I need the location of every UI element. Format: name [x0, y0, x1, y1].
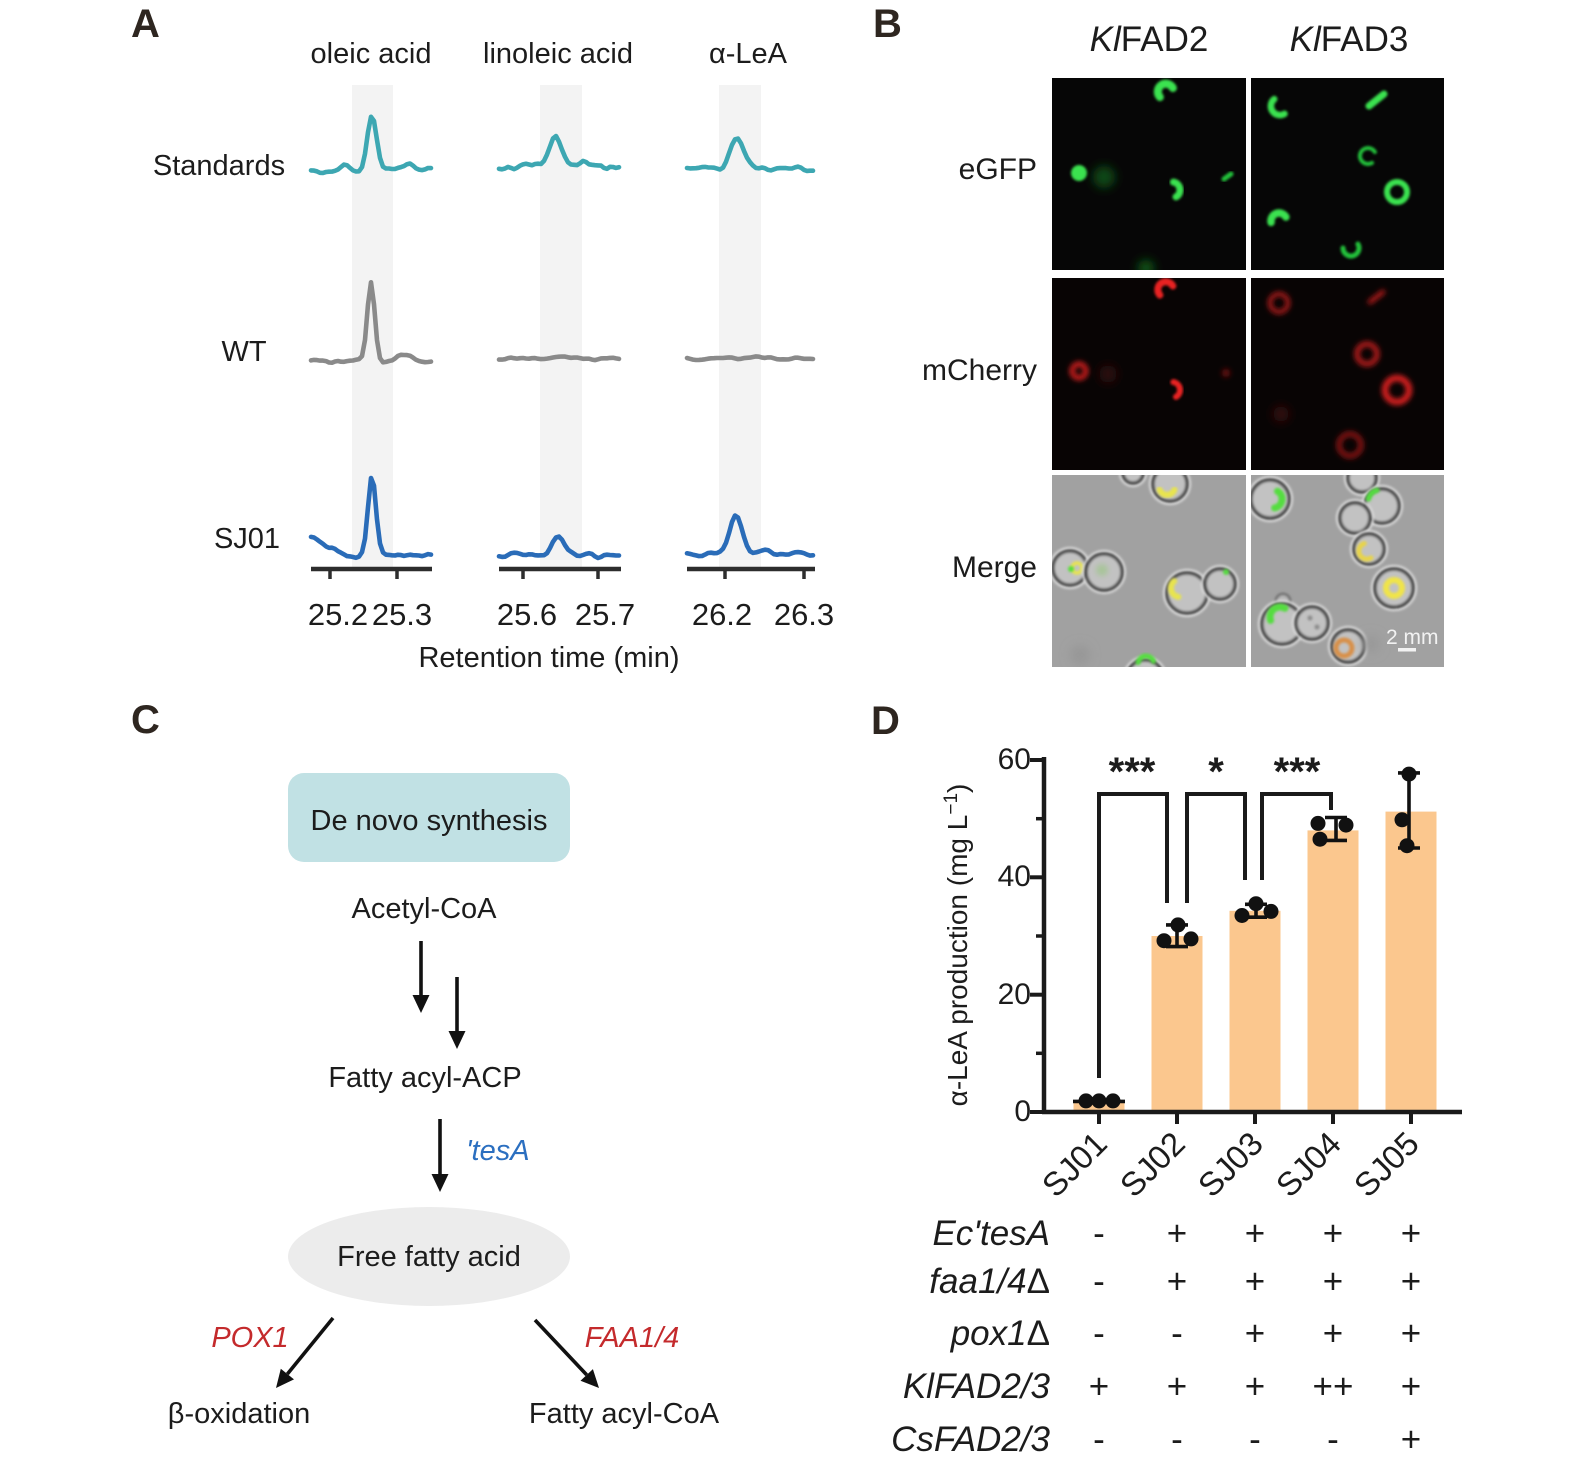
svg-text:2 mm: 2 mm — [1386, 626, 1439, 649]
